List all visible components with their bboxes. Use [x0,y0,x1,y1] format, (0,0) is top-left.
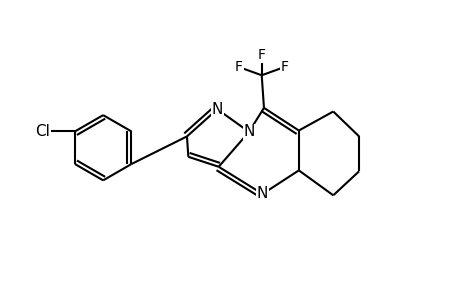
Text: F: F [257,48,265,62]
Text: F: F [235,60,242,74]
Text: Cl: Cl [35,124,50,139]
Text: N: N [211,102,223,117]
Text: F: F [280,60,288,74]
Text: N: N [243,124,254,140]
Text: N: N [257,186,268,201]
